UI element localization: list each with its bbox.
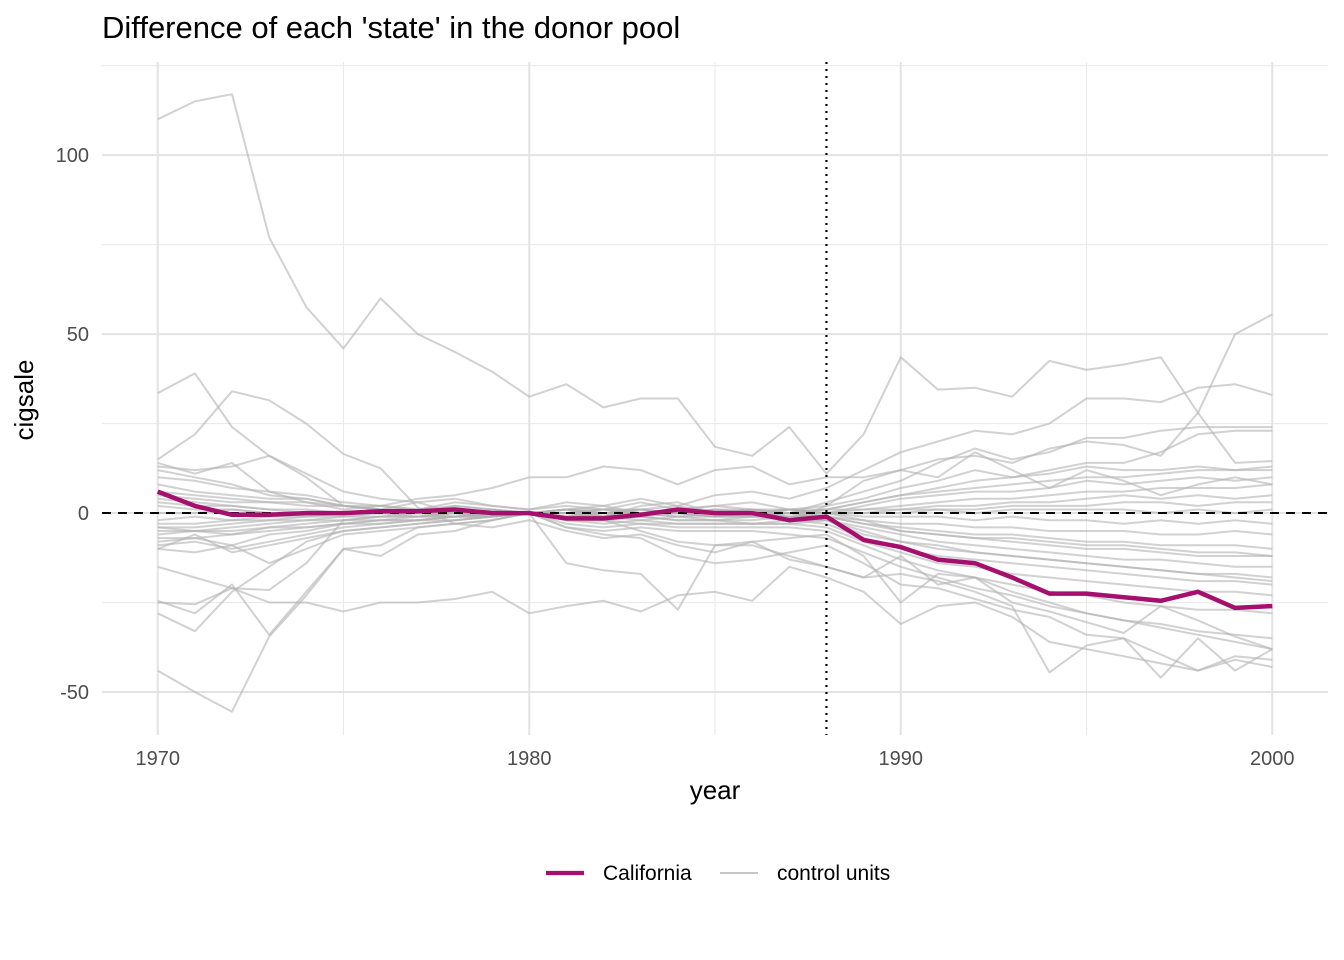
control-unit-line — [157, 313, 1273, 511]
x-axis-tick-labels: 1970 1980 1990 2000 — [135, 748, 1294, 770]
legend: California control units — [546, 862, 890, 885]
y-tick-label: 50 — [67, 324, 89, 346]
plot-panel — [102, 62, 1328, 735]
legend-label-control-units: control units — [777, 862, 890, 885]
y-axis-tick-labels: -50 0 50 100 — [56, 145, 89, 704]
control-unit-line — [157, 93, 1273, 475]
control-unit-line — [157, 512, 1273, 591]
grid-minor-lines — [102, 62, 1328, 735]
x-tick-label: 1970 — [135, 748, 180, 770]
x-tick-label: 2000 — [1250, 748, 1295, 770]
control-unit-line — [157, 465, 1273, 515]
control-unit-line — [157, 512, 1273, 672]
y-axis-title: cigsale — [9, 360, 39, 441]
control-unit-line — [157, 565, 1273, 672]
treated-series-layer — [156, 489, 1273, 611]
x-axis-title: year — [690, 775, 741, 805]
x-tick-label: 1980 — [507, 748, 552, 770]
y-tick-label: 0 — [78, 503, 89, 525]
california-series-line — [156, 489, 1273, 611]
control-unit-line — [157, 512, 1273, 713]
y-tick-label: -50 — [60, 682, 89, 704]
control-unit-line — [157, 383, 1273, 511]
legend-label-california: California — [603, 862, 692, 885]
control-unit-line — [157, 429, 1273, 511]
y-tick-label: 100 — [56, 145, 89, 167]
control-unit-line — [157, 512, 1273, 557]
control-unit-line — [157, 390, 1273, 651]
chart-title: Difference of each 'state' in the donor … — [102, 10, 680, 45]
x-tick-label: 1990 — [879, 748, 924, 770]
